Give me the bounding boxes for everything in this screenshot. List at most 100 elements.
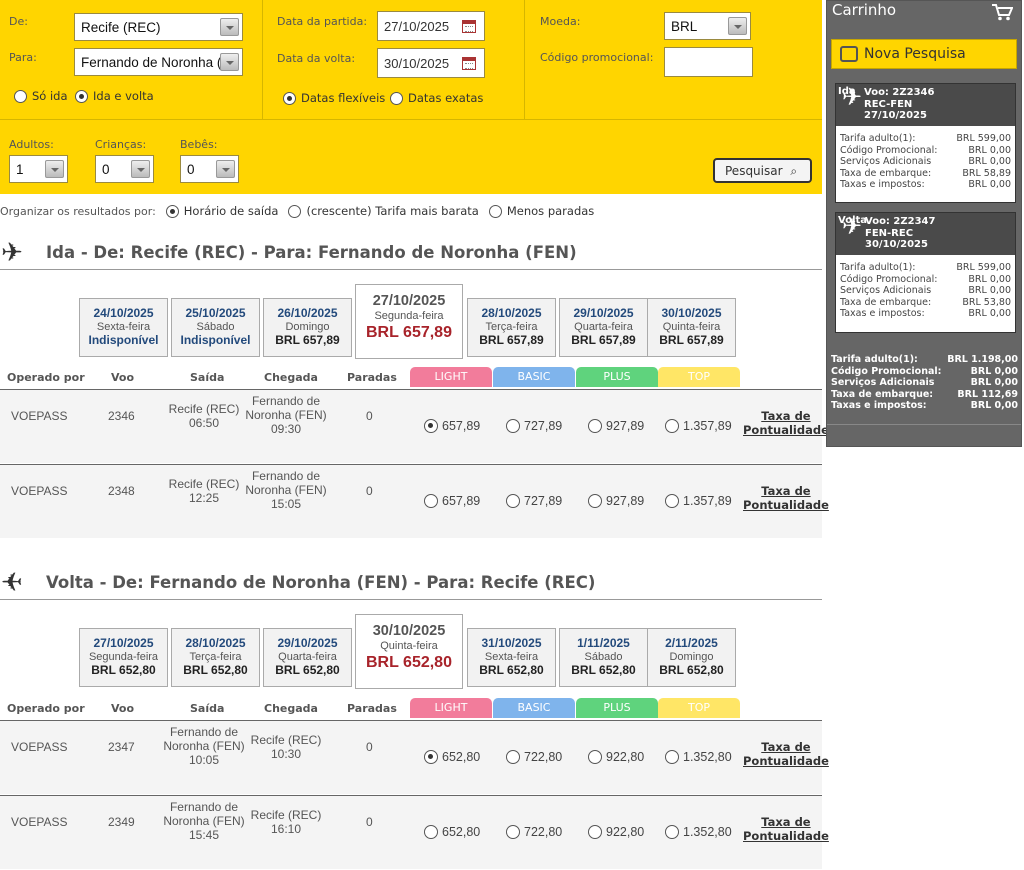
total-line-value: BRL 112,69 bbox=[957, 388, 1018, 400]
arrival-line: 10:30 bbox=[270, 747, 302, 761]
date-card[interactable]: 26/10/2025 Domingo BRL 657,89 bbox=[263, 298, 352, 357]
date-card[interactable]: 28/10/2025 Terça-feira BRL 652,80 bbox=[171, 628, 260, 687]
total-line: Taxas e impostos: BRL 0,00 bbox=[831, 400, 1018, 412]
flexible-dates-radio[interactable]: Datas flexíveis bbox=[283, 91, 385, 105]
date-card[interactable]: 24/10/2025 Sexta-feira Indisponível bbox=[79, 298, 168, 357]
currency-select[interactable]: BRL bbox=[664, 12, 751, 40]
fare-option-top[interactable]: 1.357,89 bbox=[665, 494, 732, 508]
price-line-value: BRL 0,00 bbox=[968, 273, 1011, 285]
radio-checked-icon bbox=[165, 204, 179, 218]
departure-line: Fernando de bbox=[169, 800, 239, 814]
cart-title: Carrinho bbox=[832, 1, 897, 19]
date-card-date-text: 30/10/2025 bbox=[661, 306, 722, 320]
date-card[interactable]: 30/10/2025 Quinta-feira BRL 657,89 bbox=[647, 298, 736, 357]
column-header-paradas: Paradas bbox=[347, 702, 397, 715]
fare-option-top[interactable]: 1.352,80 bbox=[665, 750, 732, 764]
date-card[interactable]: 29/10/2025 Quarta-feira BRL 652,80 bbox=[263, 628, 352, 687]
search-panel: De: Recife (REC) Para: Fernando de Noron… bbox=[0, 0, 822, 194]
column-header-chegada: Chegada bbox=[264, 371, 318, 384]
chevron-down-icon bbox=[45, 160, 64, 178]
total-line: Serviços Adicionais BRL 0,00 bbox=[831, 377, 1018, 389]
date-card-price: BRL 657,89 bbox=[560, 333, 647, 347]
fare-option-light[interactable]: 652,80 bbox=[424, 750, 480, 764]
sort-cheapest-radio[interactable]: (crescente) Tarifa mais barata bbox=[288, 204, 479, 218]
date-card-date-text: 31/10/2025 bbox=[481, 636, 542, 650]
fare-option-plus[interactable]: 922,80 bbox=[588, 825, 644, 839]
departure: Fernando de Noronha (FEN) 10:05 bbox=[163, 725, 245, 767]
origin-select[interactable]: Recife (REC) bbox=[74, 13, 243, 41]
date-card[interactable]: 28/10/2025 Terça-feira BRL 657,89 bbox=[467, 298, 556, 357]
adults-select[interactable]: 1 bbox=[9, 155, 68, 183]
destination-select[interactable]: Fernando de Noronha (F bbox=[74, 48, 243, 76]
date-card[interactable]: 2/11/2025 Domingo BRL 652,80 bbox=[647, 628, 736, 687]
adultos-label: Adultos: bbox=[9, 138, 54, 151]
punctuality-fee-link[interactable]: Taxa de Pontualidade bbox=[743, 409, 829, 437]
fare-option-top[interactable]: 1.357,89 bbox=[665, 419, 732, 433]
date-card[interactable]: 27/10/2025 Segunda-feira BRL 657,89 bbox=[355, 284, 463, 359]
date-card-price-text: BRL 652,80 bbox=[366, 654, 452, 671]
ticket-date: 27/10/2025 bbox=[864, 110, 927, 121]
fare-option-basic[interactable]: 727,89 bbox=[506, 494, 562, 508]
trip-round-radio[interactable]: Ida e volta bbox=[75, 89, 154, 103]
date-card-weekday: Quinta-feira bbox=[356, 640, 462, 652]
sort-stops-radio[interactable]: Menos paradas bbox=[488, 204, 594, 218]
date-card-weekday-text: Sábado bbox=[196, 321, 235, 333]
fare-option-light[interactable]: 657,89 bbox=[424, 419, 480, 433]
date-card-date: 29/10/2025 bbox=[560, 306, 647, 320]
fare-option-plus[interactable]: 922,80 bbox=[588, 750, 644, 764]
children-select[interactable]: 0 bbox=[95, 155, 154, 183]
refresh-icon bbox=[840, 46, 858, 62]
date-card[interactable]: 31/10/2025 Sexta-feira BRL 652,80 bbox=[467, 628, 556, 687]
fare-option-plus[interactable]: 927,89 bbox=[588, 419, 644, 433]
total-line: Tarifa adulto(1): BRL 1.198,00 bbox=[831, 354, 1018, 366]
fare-option-light[interactable]: 652,80 bbox=[424, 825, 480, 839]
date-card-price-text: BRL 657,89 bbox=[659, 333, 724, 347]
date-card-date-text: 2/11/2025 bbox=[665, 636, 718, 650]
arrival-line: Noronha (FEN) bbox=[245, 483, 327, 497]
divider bbox=[0, 119, 822, 120]
price-line: Tarifa adulto(1): BRL 599,00 bbox=[836, 133, 1015, 145]
fare-tier-label: TOP bbox=[687, 701, 710, 714]
date-card[interactable]: 1/11/2025 Sábado BRL 652,80 bbox=[559, 628, 648, 687]
calendar-icon[interactable] bbox=[462, 20, 476, 33]
outbound-section: ✈ Ida - De: Recife (REC) - Para: Fernand… bbox=[0, 236, 829, 538]
fare-option-basic[interactable]: 727,89 bbox=[506, 419, 562, 433]
price-line-value: BRL 0,00 bbox=[968, 144, 1011, 156]
ticket-direction: Ida bbox=[838, 86, 856, 97]
date-card[interactable]: 25/10/2025 Sábado Indisponível bbox=[171, 298, 260, 357]
date-card-weekday: Quarta-feira bbox=[264, 651, 351, 663]
radio-icon bbox=[288, 204, 302, 218]
promo-code-input[interactable] bbox=[664, 47, 753, 77]
return-date-input[interactable]: 30/10/2025 bbox=[377, 48, 485, 78]
date-card-weekday: Terça-feira bbox=[172, 651, 259, 663]
fare-option-light[interactable]: 657,89 bbox=[424, 494, 480, 508]
infants-select[interactable]: 0 bbox=[180, 155, 239, 183]
date-card-price: BRL 657,89 bbox=[468, 333, 555, 347]
fare-option-plus[interactable]: 927,89 bbox=[588, 494, 644, 508]
fare-option-basic[interactable]: 722,80 bbox=[506, 825, 562, 839]
price-line-value: BRL 0,00 bbox=[968, 179, 1011, 190]
date-card[interactable]: 30/10/2025 Quinta-feira BRL 652,80 bbox=[355, 614, 463, 689]
date-card-date-text: 27/10/2025 bbox=[93, 636, 154, 650]
radio-icon bbox=[665, 750, 679, 764]
calendar-icon[interactable] bbox=[462, 57, 476, 70]
arrival-line: Recife (REC) bbox=[250, 733, 322, 747]
date-card[interactable]: 29/10/2025 Quarta-feira BRL 657,89 bbox=[559, 298, 648, 357]
chevron-down-icon bbox=[220, 18, 239, 36]
exact-dates-radio[interactable]: Datas exatas bbox=[390, 91, 483, 105]
fare-option-top[interactable]: 1.352,80 bbox=[665, 825, 732, 839]
departure-date-input[interactable]: 27/10/2025 bbox=[377, 11, 485, 41]
trip-one-way-radio[interactable]: Só ida bbox=[14, 89, 68, 103]
sort-departure-radio[interactable]: Horário de saída bbox=[165, 204, 278, 218]
date-card[interactable]: 27/10/2025 Segunda-feira BRL 652,80 bbox=[79, 628, 168, 687]
date-card-weekday: Sexta-feira bbox=[80, 321, 167, 333]
total-line-label: Taxa de embarque: bbox=[831, 388, 934, 400]
price-line-label: Taxas e impostos: bbox=[840, 308, 925, 319]
punctuality-fee-link[interactable]: Taxa de Pontualidade bbox=[743, 815, 829, 843]
airplane-icon: ✈ bbox=[842, 83, 863, 111]
search-button[interactable]: Pesquisar ⌕ bbox=[713, 158, 812, 183]
punctuality-fee-link[interactable]: Taxa de Pontualidade bbox=[743, 484, 829, 512]
fare-option-basic[interactable]: 722,80 bbox=[506, 750, 562, 764]
new-search-button[interactable]: Nova Pesquisa bbox=[831, 39, 1017, 69]
punctuality-fee-link[interactable]: Taxa de Pontualidade bbox=[743, 740, 829, 768]
